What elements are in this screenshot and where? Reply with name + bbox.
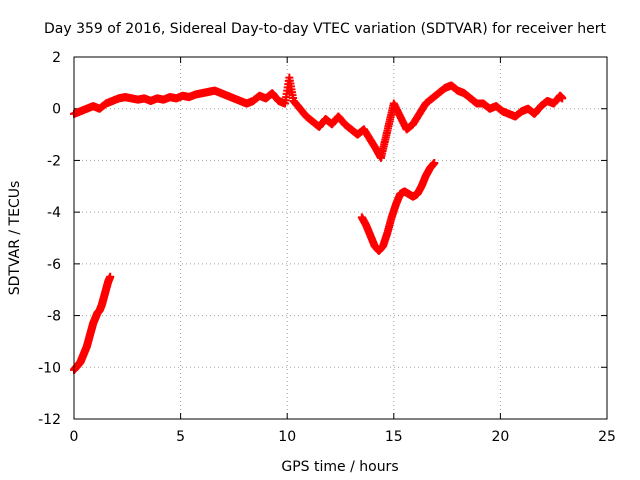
y-axis-label: SDTVAR / TECUs — [7, 181, 23, 296]
data-points — [70, 73, 567, 374]
x-tick-label: 10 — [278, 429, 296, 445]
plot-frame — [73, 56, 608, 420]
x-tick-label: 15 — [385, 429, 403, 445]
satellite-track-early — [70, 272, 115, 374]
x-tick-label: 20 — [491, 429, 509, 445]
y-tick-label: -2 — [47, 153, 61, 169]
y-tick-label: -4 — [47, 205, 61, 221]
y-tick-label: 2 — [52, 50, 61, 66]
data-point — [430, 159, 439, 168]
x-tick-label: 25 — [598, 429, 616, 445]
satellite-track-main — [70, 73, 567, 162]
chart-title: Day 359 of 2016, Sidereal Day-to-day VTE… — [44, 21, 606, 37]
x-tick-label: 5 — [176, 429, 185, 445]
y-tick-label: 0 — [52, 102, 61, 118]
grid-lines — [74, 57, 607, 419]
data-point — [558, 94, 567, 103]
y-tick-label: -10 — [38, 360, 61, 376]
satellite-track-afternoon — [357, 159, 439, 255]
x-axis-label: GPS time / hours — [281, 459, 398, 475]
y-tick-label: -12 — [38, 412, 61, 428]
data-point — [106, 272, 115, 281]
y-tick-label: -6 — [47, 257, 61, 273]
x-tick-label: 0 — [70, 429, 79, 445]
y-tick-label: -8 — [47, 309, 61, 325]
